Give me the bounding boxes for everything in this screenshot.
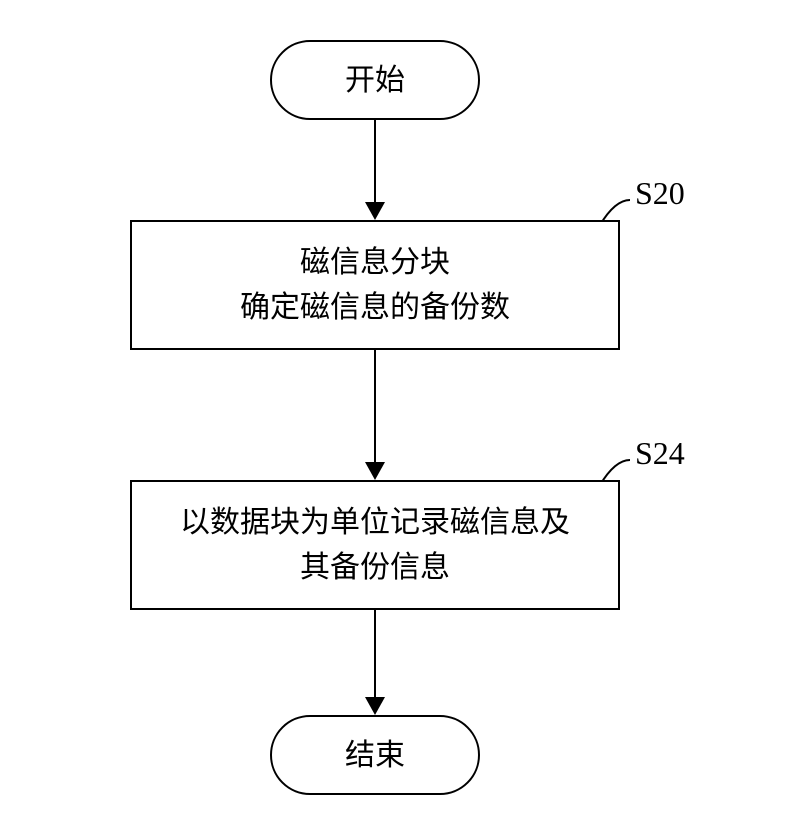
edge-s24-end	[374, 610, 376, 698]
s24-node: 以数据块为单位记录磁信息及 其备份信息	[130, 480, 620, 610]
s20-step-label: S20	[635, 175, 685, 212]
arrowhead-1	[365, 202, 385, 220]
arrowhead-2	[365, 462, 385, 480]
arrowhead-3	[365, 697, 385, 715]
flowchart-container: 开始 S20 磁信息分块 确定磁信息的备份数 S24 以数据块为单位记录磁信息及…	[0, 0, 800, 814]
s20-label-line2: 确定磁信息的备份数	[240, 285, 510, 330]
end-node: 结束	[270, 715, 480, 795]
start-node: 开始	[270, 40, 480, 120]
s24-step-label: S24	[635, 435, 685, 472]
s20-label-line1: 磁信息分块	[300, 240, 450, 285]
start-label: 开始	[345, 58, 405, 103]
edge-s20-s24	[374, 350, 376, 462]
s24-label-line1: 以数据块为单位记录磁信息及	[180, 500, 570, 545]
s20-node: 磁信息分块 确定磁信息的备份数	[130, 220, 620, 350]
end-label: 结束	[345, 733, 405, 778]
s24-label-line2: 其备份信息	[300, 545, 450, 590]
edge-start-s20	[374, 120, 376, 202]
